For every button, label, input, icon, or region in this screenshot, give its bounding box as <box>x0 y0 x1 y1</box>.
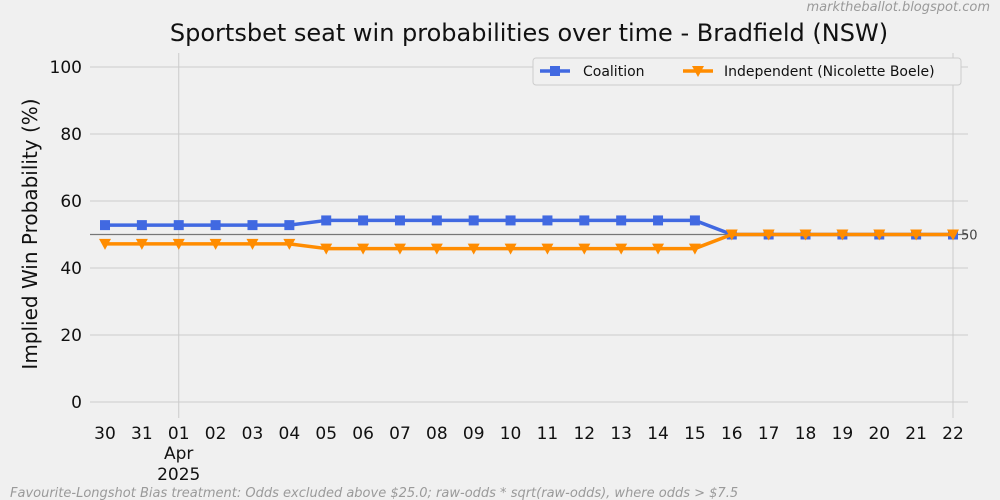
data-point-marker <box>321 215 332 226</box>
data-point-marker <box>357 243 370 255</box>
data-point-marker <box>578 243 591 255</box>
legend-box <box>532 57 962 86</box>
reference-line-label: 50 <box>961 229 978 244</box>
x-tick-label: 01 <box>168 424 190 444</box>
data-point-marker <box>653 215 664 226</box>
data-point-marker <box>910 229 923 241</box>
data-point-marker <box>947 229 959 241</box>
x-tick-label: 17 <box>758 424 780 444</box>
data-point-marker <box>541 243 554 255</box>
data-point-marker <box>468 215 479 226</box>
data-point-marker <box>209 238 222 250</box>
x-month-label: Apr <box>164 444 193 464</box>
data-point-marker <box>430 243 443 255</box>
data-point-marker <box>542 215 553 226</box>
tick-labels: 0 20 40 60 80 100 30 31 01 02 03 04 05 06 07 08 09 10 11 12… <box>50 58 964 485</box>
data-point-marker <box>799 229 812 241</box>
series-group <box>99 215 959 255</box>
data-point-marker <box>504 243 517 255</box>
data-point-marker <box>100 220 110 231</box>
series-line <box>105 232 953 251</box>
x-tick-label: 19 <box>832 424 854 444</box>
data-point-marker <box>393 243 406 255</box>
x-tick-label: 14 <box>647 424 669 444</box>
data-point-marker <box>210 220 221 231</box>
x-tick-label: 22 <box>942 424 964 444</box>
y-tick-label: 80 <box>60 125 82 145</box>
x-tick-label: 03 <box>242 424 264 444</box>
legend: Coalition Independent (Nicolette Boele) <box>532 57 962 86</box>
data-point-marker <box>173 220 184 231</box>
data-point-marker <box>616 215 627 226</box>
x-tick-label: 16 <box>721 424 743 444</box>
legend-label: Coalition <box>583 64 645 80</box>
legend-items: Coalition Independent (Nicolette Boele) <box>540 64 935 80</box>
chart-title: Sportsbet seat win probabilities over ti… <box>170 19 888 47</box>
data-point-marker <box>394 215 405 226</box>
x-tick-label: 31 <box>131 424 153 444</box>
credit-text: marktheballot.blogspot.com <box>806 0 990 15</box>
data-point-marker <box>246 238 259 250</box>
data-point-marker <box>762 229 775 241</box>
data-point-marker <box>505 215 516 226</box>
data-point-marker <box>283 238 296 250</box>
data-point-marker <box>431 215 442 226</box>
grid <box>90 53 968 418</box>
data-point-marker <box>136 220 147 231</box>
data-point-marker <box>652 243 665 255</box>
x-tick-label: 02 <box>205 424 227 444</box>
x-tick-label: 15 <box>684 424 706 444</box>
x-tick-label: 11 <box>537 424 559 444</box>
x-tick-label: 21 <box>905 424 927 444</box>
data-point-marker <box>615 243 628 255</box>
data-point-marker <box>688 243 701 255</box>
x-tick-label: 18 <box>795 424 817 444</box>
x-tick-label: 08 <box>426 424 448 444</box>
data-point-marker <box>550 66 560 76</box>
y-tick-label: 40 <box>60 259 82 279</box>
data-point-marker <box>284 220 295 231</box>
y-tick-label: 0 <box>71 393 82 413</box>
data-point-marker <box>135 238 148 250</box>
legend-label: Independent (Nicolette Boele) <box>724 64 935 80</box>
y-tick-label: 60 <box>60 192 82 212</box>
data-point-marker <box>579 215 590 226</box>
x-tick-label: 10 <box>500 424 522 444</box>
footer-note: Favourite-Longshot Bias treatment: Odds … <box>10 486 738 500</box>
x-tick-label: 12 <box>573 424 595 444</box>
x-tick-label: 07 <box>389 424 411 444</box>
data-point-marker <box>172 238 185 250</box>
data-point-marker <box>467 243 480 255</box>
x-year-label: 2025 <box>157 465 200 485</box>
series-line <box>105 218 953 237</box>
data-point-marker <box>873 229 886 241</box>
data-point-marker <box>358 215 369 226</box>
x-tick-label: 13 <box>610 424 632 444</box>
data-point-marker <box>725 229 738 241</box>
y-tick-label: 20 <box>60 326 82 346</box>
y-tick-label: 100 <box>50 58 82 78</box>
data-point-marker <box>99 238 111 250</box>
data-point-marker <box>689 215 700 226</box>
x-tick-label: 09 <box>463 424 485 444</box>
x-tick-label: 20 <box>868 424 890 444</box>
x-tick-label: 06 <box>352 424 374 444</box>
data-point-marker <box>692 66 704 77</box>
x-tick-label: 05 <box>315 424 337 444</box>
series-1 <box>99 229 959 255</box>
x-tick-label: 04 <box>279 424 301 444</box>
data-point-marker <box>247 220 258 231</box>
y-axis-label: Implied Win Probability (%) <box>18 98 42 369</box>
x-tick-label: 30 <box>94 424 116 444</box>
data-point-marker <box>320 243 333 255</box>
data-point-marker <box>836 229 849 241</box>
